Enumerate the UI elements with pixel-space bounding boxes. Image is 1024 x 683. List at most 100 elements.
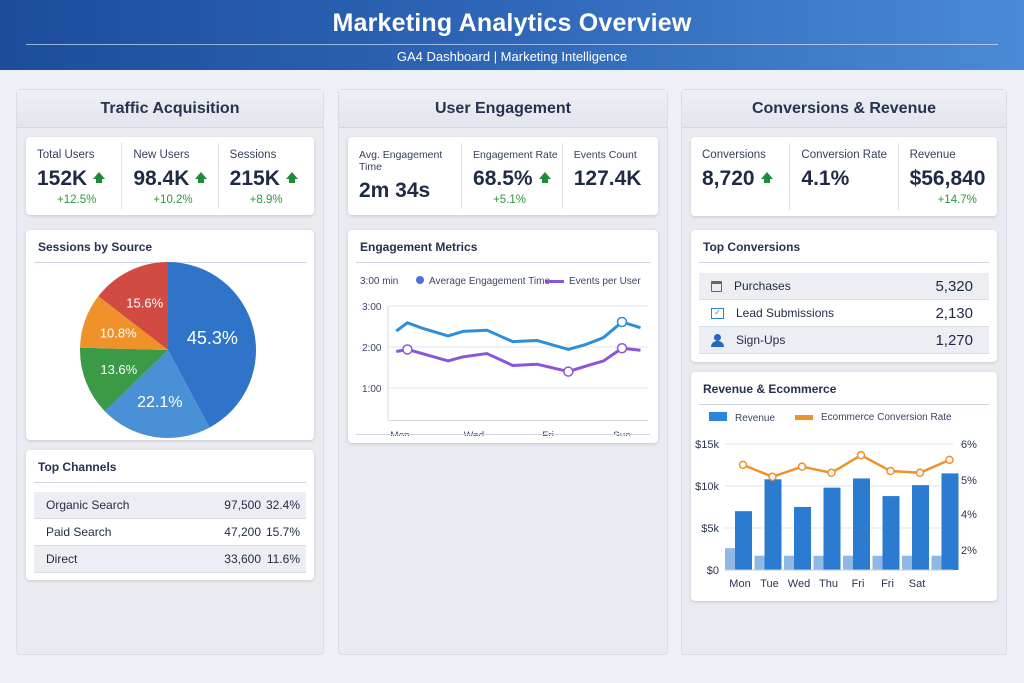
data-point: [915, 468, 925, 478]
data-point: [886, 466, 895, 476]
y2-tick-label: 2%: [961, 545, 977, 557]
divider: [34, 482, 306, 483]
conversions-kpi-card: Conversions 8,720 Conversion Rate 4.1% Rev…: [691, 137, 997, 216]
kpi-value: 2m 34s: [359, 179, 431, 202]
legend-label: Revenue: [735, 413, 776, 424]
arrow-up-icon: [285, 172, 298, 183]
secondary-bar: [784, 555, 794, 570]
series-line: [395, 320, 641, 351]
page-subtitle: GA4 Dashboard | Marketing Intelligence: [396, 49, 628, 64]
revenue-bar: [735, 511, 752, 570]
engagement-kpi-card: Avg. Engagement Time 2m 34s Engagement Ra…: [348, 137, 658, 215]
secondary-bar: [902, 555, 912, 570]
arrow-up-icon: [93, 172, 106, 183]
conversion-rate-line: [742, 453, 951, 479]
y-tick-label: $0: [707, 565, 719, 577]
channel-row[interactable]: Paid Search 47,200 15.7%: [34, 519, 306, 546]
user-icon: [711, 333, 724, 347]
x-tick-label: Fri: [852, 578, 865, 590]
kpi-label: Engagement Rate: [473, 149, 558, 161]
kpi-change: +12.5%: [57, 194, 97, 206]
y-tick-label: $10k: [695, 481, 719, 493]
channel-pct: 32.4%: [265, 498, 300, 512]
chart-title: Revenue & Ecommerce: [703, 382, 837, 396]
channel-value: 47,200: [224, 525, 261, 539]
kpi-avg-engagement-time: Avg. Engagement Time 2m 34s: [348, 143, 463, 209]
divider: [699, 262, 989, 263]
channel-row[interactable]: Direct 33,600 11.6%: [34, 546, 306, 573]
secondary-bar: [725, 548, 735, 570]
x-tick-label: Mon: [390, 431, 409, 437]
pie-slice: [98, 262, 168, 350]
kpi-revenue: Revenue $56,840 +14.7%: [899, 143, 997, 210]
secondary-bar: [931, 555, 942, 570]
kpi-value: 4.1%: [801, 167, 850, 190]
data-point: [768, 472, 777, 482]
secondary-bar: [754, 555, 765, 570]
arrow-up-icon: [538, 172, 551, 183]
kpi-value: 8,720: [702, 167, 755, 190]
kpi-engagement-rate: Engagement Rate 68.5% +5.1%: [462, 143, 563, 209]
panel-title: Traffic Acquisition: [17, 90, 323, 128]
legend-events-per-user: Events per User: [546, 276, 641, 287]
kpi-events-count: Events Count 127.4K: [563, 143, 658, 209]
kpi-change: +5.1%: [493, 194, 526, 206]
kpi-value: 68.5%: [473, 167, 533, 190]
secondary-bar: [843, 555, 853, 570]
data-point: [827, 468, 836, 478]
revenue-bar: [764, 479, 782, 570]
conversion-row[interactable]: Sign-Ups 1,270: [699, 327, 989, 354]
legend-label: Events per User: [569, 276, 641, 287]
kpi-value: 127.4K: [573, 167, 642, 190]
x-tick-label: Fri: [542, 431, 554, 437]
kpi-value: 215K: [229, 167, 280, 190]
conversion-value: 2,130: [935, 304, 973, 322]
pie-slice: [80, 347, 168, 412]
kpi-sessions: Sessions 215K +8.9%: [219, 143, 314, 209]
channel-name: Paid Search: [46, 525, 112, 539]
top-channels-card: Top Channels Organic Search 97,500 32.4% P…: [26, 450, 314, 580]
divider: [356, 262, 650, 263]
traffic-kpi-card: Total Users 152K +12.5% New Users 98.4K +10.…: [26, 137, 314, 215]
pie-slice: [168, 262, 256, 428]
revenue-bar: [912, 485, 929, 570]
envelope-icon: ✓: [711, 307, 724, 319]
sessions-by-source-card: Sessions by Source 45.3% 22.1% 13.6% 10.8% 1…: [26, 230, 314, 440]
x-tick-label: Wed: [788, 578, 810, 590]
line-swatch-icon: [546, 279, 564, 283]
data-point: [945, 455, 954, 465]
y2-tick-label: 6%: [961, 439, 977, 451]
x-tick-label: Sun: [613, 431, 631, 437]
dashboard-header: Marketing Analytics Overview GA4 Dashboa…: [0, 0, 1024, 70]
secondary-bar: [872, 555, 883, 570]
sessions-pie-chart: 45.3% 22.1% 13.6% 10.8% 15.6%: [80, 262, 256, 438]
conversion-row[interactable]: Purchases 5,320: [699, 273, 989, 300]
y-tick-label: $5k: [701, 523, 719, 535]
conversion-row[interactable]: ✓ Lead Submissions 2,130: [699, 300, 989, 327]
y2-tick-label: 4%: [961, 509, 977, 521]
kpi-label: Total Users: [37, 149, 95, 161]
y-tick-label: 3:00: [362, 302, 382, 313]
conversion-name: Purchases: [734, 279, 791, 293]
channel-row[interactable]: Organic Search 97,500 32.4%: [34, 492, 306, 519]
revenue-bar: [794, 507, 811, 570]
x-tick-label: Fri: [881, 578, 894, 590]
kpi-label: Conversion Rate: [801, 149, 888, 161]
revenue-bar: [823, 487, 841, 570]
dot-icon: [416, 276, 424, 284]
y-tick-label: $15k: [695, 439, 719, 451]
conversion-value: 5,320: [935, 277, 973, 295]
pie-label: 10.8%: [100, 325, 137, 340]
kpi-change: +8.9%: [249, 194, 283, 206]
y-tick-label: 2:00: [362, 343, 382, 354]
pie-slice: [104, 350, 210, 438]
x-tick-label: Tue: [760, 578, 779, 590]
kpi-value: 152K: [37, 167, 88, 190]
conversion-name: Sign-Ups: [736, 333, 786, 347]
arrow-up-icon: [195, 172, 208, 183]
pie-label: 22.1%: [137, 394, 182, 411]
x-tick-label: Wed: [464, 431, 484, 437]
calendar-icon: [711, 280, 722, 292]
x-tick-label: Thu: [819, 578, 838, 590]
line-swatch-icon: [795, 414, 813, 420]
